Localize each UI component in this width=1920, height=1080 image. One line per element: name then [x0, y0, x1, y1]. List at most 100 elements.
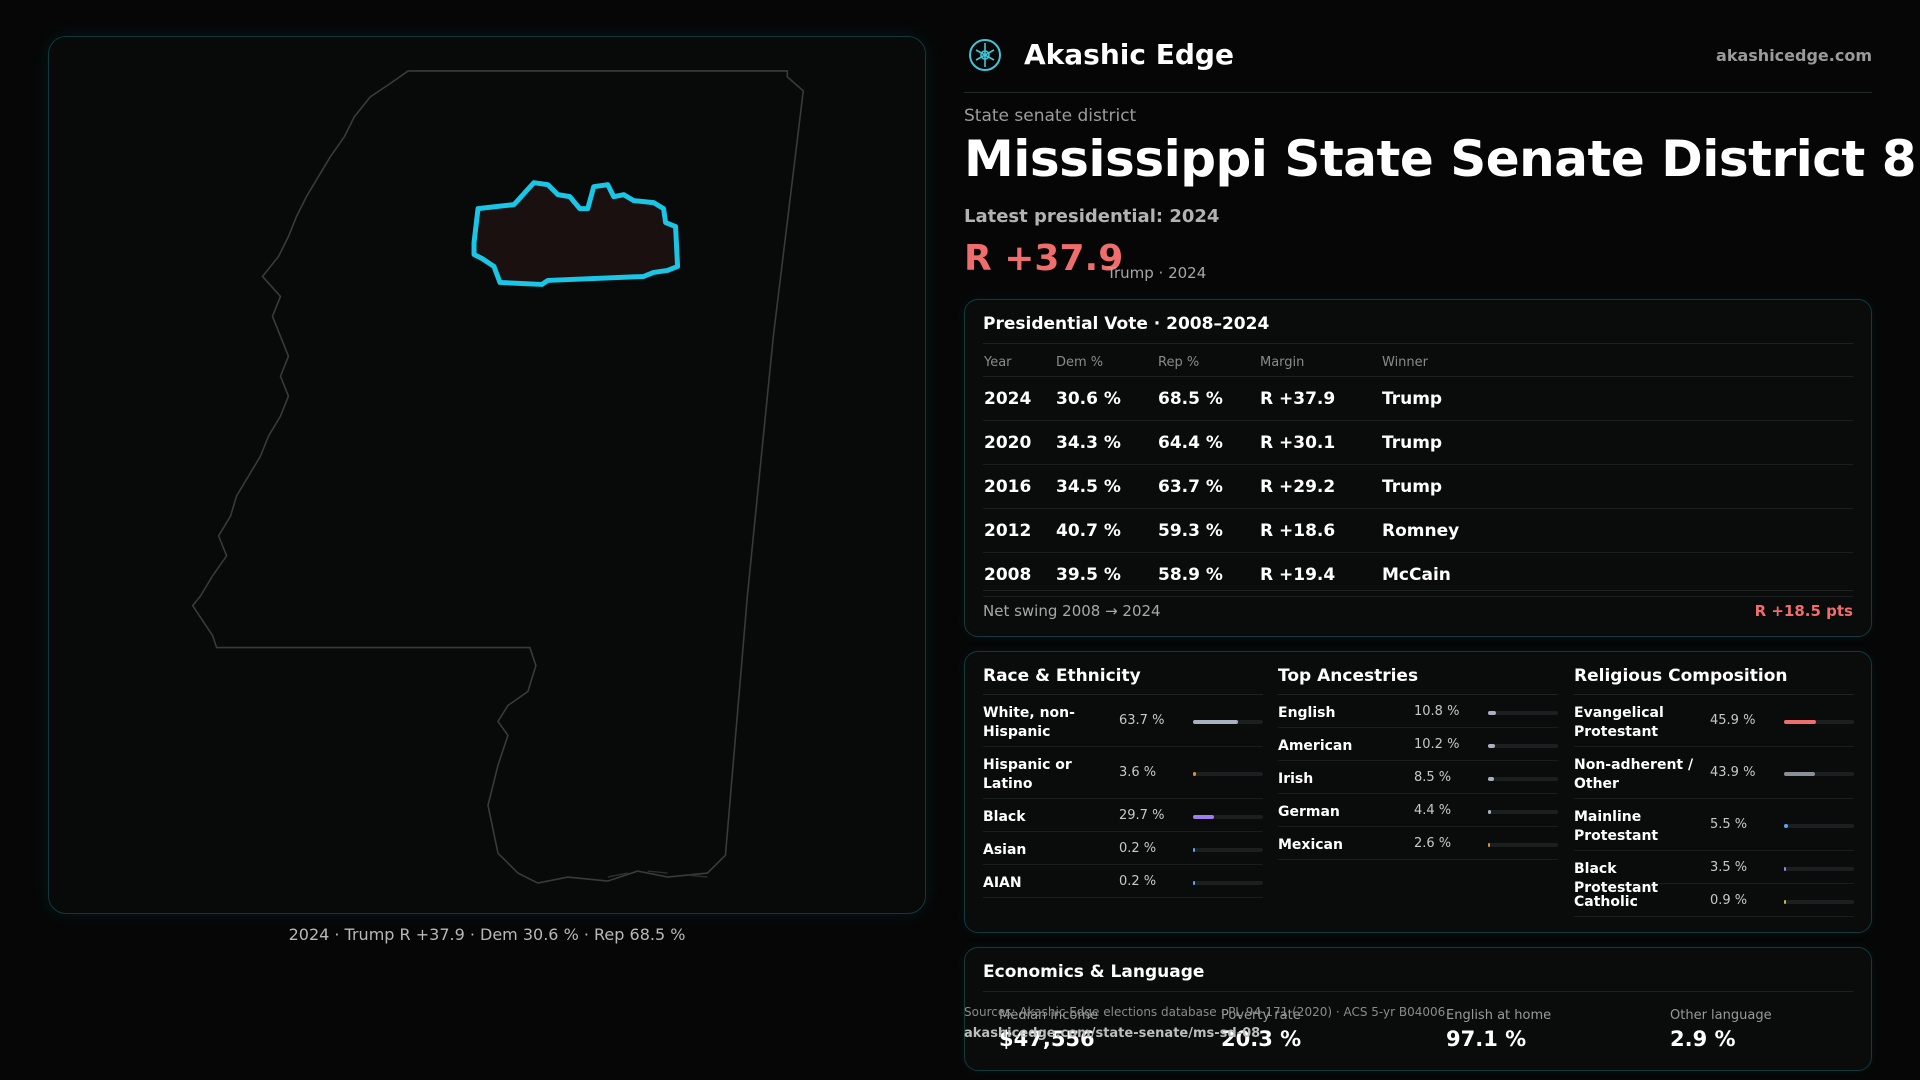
row-dem: 34.3 %: [1055, 420, 1157, 465]
ancestry-bar-track: [1488, 777, 1558, 781]
row-margin: R +30.1: [1259, 420, 1381, 465]
race-bar-track: [1193, 848, 1263, 852]
district-map[interactable]: [48, 36, 926, 914]
race-bar-track: [1193, 772, 1263, 776]
ancestry-label: American: [1278, 738, 1353, 754]
religion-value: 3.5 %: [1710, 860, 1748, 875]
ancestry-value: 2.6 %: [1414, 836, 1452, 851]
table-row: 2020 34.3 % 64.4 % R +30.1 Trump: [983, 420, 1853, 465]
stat-label: English at home: [1446, 1008, 1552, 1023]
race-row: White, non-Hispanic 63.7 %: [983, 695, 1263, 747]
brand-url[interactable]: akashicedge.com: [1716, 46, 1872, 65]
row-year: 2012: [983, 508, 1055, 553]
race-label: Hispanic or Latino: [983, 757, 1072, 792]
ancestry-label: Irish: [1278, 771, 1314, 787]
page-title: Mississippi State Senate District 8: [964, 130, 1917, 188]
row-year: 2020: [983, 420, 1055, 465]
map-svg: [191, 70, 805, 884]
religion-value: 0.9 %: [1710, 893, 1748, 908]
religion-label: Evangelical Protestant: [1574, 705, 1664, 740]
ancestry-bar-track: [1488, 810, 1558, 814]
religion-bar-fill: [1784, 824, 1788, 828]
race-value: 0.2 %: [1119, 874, 1157, 889]
row-margin: R +18.6: [1259, 508, 1381, 553]
religion-section: Religious Composition Evangelical Protes…: [1574, 666, 1854, 917]
presidential-vote-card: Presidential Vote · 2008–2024 Year Dem %…: [964, 299, 1872, 637]
row-winner: Trump: [1381, 420, 1853, 465]
ancestry-row: Mexican 2.6 %: [1278, 827, 1558, 860]
row-year: 2008: [983, 552, 1055, 597]
race-bar-fill: [1193, 720, 1238, 724]
race-label: AIAN: [983, 875, 1022, 891]
religion-title: Religious Composition: [1574, 666, 1854, 695]
row-year: 2016: [983, 464, 1055, 509]
table-row: 2024 30.6 % 68.5 % R +37.9 Trump: [983, 376, 1853, 421]
religion-bar-track: [1784, 720, 1854, 724]
religion-bar-track: [1784, 900, 1854, 904]
stat-english-at-home: English at home 97.1 %: [1446, 1008, 1551, 1051]
row-dem: 40.7 %: [1055, 508, 1157, 553]
stat-median-income: Median income $47,556: [999, 1008, 1098, 1051]
presidential-card-title: Presidential Vote · 2008–2024: [983, 314, 1270, 334]
ancestry-bar-track: [1488, 711, 1558, 715]
demographics-card: Race & Ethnicity White, non-Hispanic 63.7…: [964, 651, 1872, 933]
state-outline: [191, 70, 805, 884]
ancestry-row: American 10.2 %: [1278, 728, 1558, 761]
stat-value: 97.1 %: [1446, 1027, 1527, 1051]
race-bar-fill: [1193, 772, 1196, 776]
race-label: Black: [983, 809, 1026, 825]
ancestry-bar-track: [1488, 744, 1558, 748]
ancestry-bar-fill: [1488, 777, 1494, 781]
row-dem: 30.6 %: [1055, 376, 1157, 421]
net-swing-value: R +18.5 pts: [1754, 602, 1853, 620]
row-margin: R +19.4: [1259, 552, 1381, 597]
stat-other-language: Other language 2.9 %: [1670, 1008, 1772, 1051]
district-8-shape[interactable]: [471, 180, 681, 287]
race-bar-fill: [1193, 881, 1195, 885]
row-rep: 59.3 %: [1157, 508, 1259, 553]
race-row: Black 29.7 %: [983, 799, 1263, 832]
religion-row: Black Protestant 3.5 %: [1574, 851, 1854, 896]
source-url[interactable]: akashicedge.com/state-senate/ms-sd-08: [964, 1026, 1261, 1041]
religion-bar-track: [1784, 772, 1854, 776]
akashic-logo-icon[interactable]: [968, 38, 1002, 72]
race-label: White, non-Hispanic: [983, 705, 1075, 740]
religion-value: 45.9 %: [1710, 713, 1756, 728]
ancestry-label: English: [1278, 705, 1336, 721]
ancestry-row: German 4.4 %: [1278, 794, 1558, 827]
race-label: Asian: [983, 842, 1027, 858]
stat-label: Median income: [999, 1008, 1099, 1023]
table-row: 2012 40.7 % 59.3 % R +18.6 Romney: [983, 508, 1853, 553]
row-rep: 64.4 %: [1157, 420, 1259, 465]
divider: [983, 343, 1853, 344]
race-value: 29.7 %: [1119, 808, 1165, 823]
divider: [983, 991, 1853, 992]
col-winner: Winner: [1381, 348, 1853, 377]
latest-presidential: Latest presidential: 2024: [964, 206, 1220, 227]
row-dem: 34.5 %: [1055, 464, 1157, 509]
brand-header: Akashic Edge akashicedge.com: [964, 34, 1872, 93]
row-winner: McCain: [1381, 552, 1853, 597]
ancestry-bar-fill: [1488, 843, 1490, 847]
race-bar-track: [1193, 815, 1263, 819]
religion-label: Mainline Protestant: [1574, 809, 1659, 844]
race-ethnicity-section: Race & Ethnicity White, non-Hispanic 63.7…: [983, 666, 1263, 898]
ancestry-bar-fill: [1488, 744, 1496, 748]
row-winner: Romney: [1381, 508, 1853, 553]
religion-value: 43.9 %: [1710, 765, 1756, 780]
ancestry-label: Mexican: [1278, 837, 1343, 853]
row-winner: Trump: [1381, 376, 1853, 421]
race-bar-track: [1193, 881, 1263, 885]
ancestry-title: Top Ancestries: [1278, 666, 1558, 695]
col-margin: Margin: [1259, 348, 1381, 377]
sources-note: Sources: Akashic Edge elections database…: [964, 1005, 1446, 1019]
divider: [983, 590, 1853, 591]
ancestries-section: Top Ancestries English 10.8 % American 10.2…: [1278, 666, 1558, 860]
religion-value: 5.5 %: [1710, 817, 1748, 832]
race-title: Race & Ethnicity: [983, 666, 1263, 695]
col-dem: Dem %: [1055, 348, 1157, 377]
presidential-table: Year Dem % Rep % Margin Winner 2024 30.6…: [983, 348, 1853, 597]
religion-label: Non-adherent / Other: [1574, 757, 1694, 792]
brand-name[interactable]: Akashic Edge: [1024, 38, 1234, 71]
ancestry-value: 10.8 %: [1414, 704, 1460, 719]
